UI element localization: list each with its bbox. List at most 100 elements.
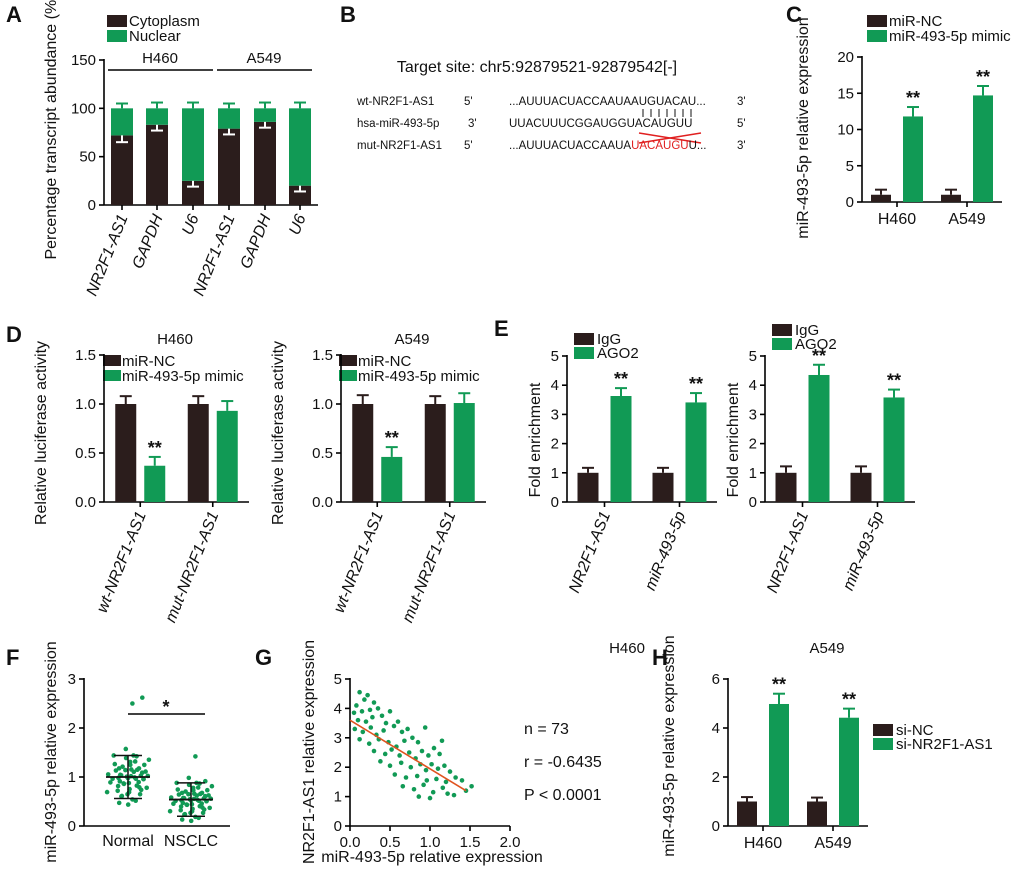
data-point-g [362, 697, 367, 702]
y-axis-title-d2: Relative luciferase activity [270, 341, 287, 525]
data-point-g [411, 786, 417, 792]
x-tick-label-g: 1.0 [420, 834, 441, 851]
panel-e: E IgG AGO2 Fold enrichment H460 0 1 2 3 4 5 **… [494, 316, 915, 657]
data-point-g [447, 769, 453, 774]
data-point-f-0 [108, 780, 113, 785]
legend-label-nuclear: Nuclear [129, 28, 181, 45]
data-point-f-0 [132, 759, 138, 764]
data-point-f-0 [141, 776, 146, 782]
y-tick-label-a: 50 [79, 149, 96, 166]
panel-c: C miR-NC miR-493-5p mimic miR-493-5p rel… [786, 2, 1011, 239]
data-point-g [367, 707, 373, 713]
data-point-f-0 [137, 785, 142, 790]
significance-e1-0: ** [614, 369, 628, 389]
panel-label-f: F [6, 645, 19, 670]
y-axis-title-g: NR2F1-AS1 relative expression [301, 640, 318, 864]
data-point-f-1 [179, 817, 185, 822]
legend-swatch-si-nr2f1 [873, 738, 893, 750]
data-point-g [402, 738, 407, 744]
data-point-f-1 [200, 810, 206, 816]
data-point-g [410, 735, 415, 741]
x-axis-title-e2: A549 [809, 640, 844, 657]
x-tick-label-g: 2.0 [500, 834, 521, 851]
data-point-f-1 [191, 787, 196, 793]
data-point-f-1 [171, 801, 176, 807]
data-point-g [389, 747, 394, 752]
legend-label-si-nr2f1: si-NR2F1-AS1 [896, 736, 993, 753]
data-point-f-1 [209, 783, 215, 789]
significance-e1-1: ** [689, 374, 703, 394]
legend-swatch-e1-igg [574, 333, 594, 345]
data-point-g [382, 751, 388, 757]
y-axis-title-d1: Relative luciferase activity [33, 341, 50, 525]
panel-label-a: A [6, 2, 22, 27]
data-point-f-0 [146, 757, 152, 763]
data-point-g [400, 784, 406, 789]
x-tick-label-f: NSCLC [164, 833, 218, 850]
y-tick-label-h: 2 [712, 769, 720, 786]
bar-h-0-0 [737, 801, 757, 826]
y-tick-label-e2: 0 [749, 494, 757, 511]
data-point-g [351, 710, 357, 716]
bar-e2-0-0 [775, 472, 797, 502]
y-tick-label-h: 6 [712, 671, 720, 688]
data-point-g [434, 776, 439, 782]
data-point-f-0 [115, 788, 120, 794]
data-point-f-1 [175, 787, 181, 792]
data-point-g [359, 709, 365, 714]
data-point-f-0 [130, 701, 135, 706]
bar-d1-1-0 [144, 465, 166, 502]
data-point-g [443, 779, 449, 785]
legend-swatch-e2-ago2 [772, 338, 792, 350]
data-point-g [424, 778, 430, 783]
significance-c-0: ** [906, 88, 920, 108]
data-point-g [398, 760, 404, 766]
bar-nuclear-1 [146, 108, 168, 125]
legend-label-d1-nc: miR-NC [122, 353, 175, 370]
bar-e1-1-0 [610, 396, 632, 502]
y-tick-label-c: 15 [837, 85, 854, 102]
data-point-f-0 [140, 695, 145, 700]
y-tick-label-f: 3 [68, 671, 76, 688]
bar-nuclear-0 [111, 108, 133, 136]
x-tick-label-h: H460 [744, 835, 782, 852]
data-point-g [431, 745, 437, 751]
bar-d2-0-0 [352, 404, 374, 502]
data-point-f-1 [193, 754, 198, 759]
bar-d2-0-1 [424, 404, 446, 502]
data-point-f-1 [205, 787, 210, 793]
data-point-f-0 [123, 767, 128, 773]
data-point-f-0 [116, 766, 122, 771]
legend-label-e2-igg: IgG [795, 322, 819, 339]
x-tick-label-a: U6 [286, 212, 309, 237]
data-point-g [371, 748, 377, 754]
y-tick-label-g: 2 [334, 759, 342, 776]
bar-nuclear-2 [182, 108, 204, 181]
bar-h-1-0 [769, 703, 789, 826]
data-point-f-1 [195, 785, 201, 790]
bar-nuclear-5 [289, 108, 311, 186]
seq-name-mir: hsa-miR-493-5p [357, 118, 439, 130]
panel-label-e: E [494, 316, 509, 341]
data-point-g [408, 764, 414, 770]
y-axis-title-c: miR-493-5p relative expression [795, 17, 812, 238]
bar-d2-1-1 [453, 403, 475, 502]
x-tick-label-e2: miR-493-5p [840, 509, 887, 593]
x-tick-label-d1: wt-NR2F1-AS1 [94, 509, 150, 615]
data-point-g [437, 751, 442, 757]
data-point-g [469, 784, 474, 789]
x-tick-label-a: GAPDH [238, 212, 275, 272]
legend-label-e1-ago2: AGO2 [597, 345, 639, 362]
x-tick-label-d1: mut-NR2F1-AS1 [162, 509, 222, 625]
stat-p: P < 0.0001 [524, 787, 602, 804]
legend-label-e2-ago2: AGO2 [795, 336, 837, 353]
data-point-f-0 [121, 781, 127, 787]
bar-d1-0-1 [187, 404, 209, 502]
chart-title-d1: H460 [157, 331, 193, 348]
x-axis-title-e1: H460 [609, 640, 645, 657]
x-tick-label-a: NR2F1-AS1 [84, 212, 132, 298]
y-axis-title-f: miR-493-5p relative expression [43, 641, 60, 862]
legend-label-si-nc: si-NC [896, 722, 934, 739]
y-tick-label-d1: 1.5 [75, 347, 96, 364]
y-tick-label-e2: 5 [749, 348, 757, 365]
